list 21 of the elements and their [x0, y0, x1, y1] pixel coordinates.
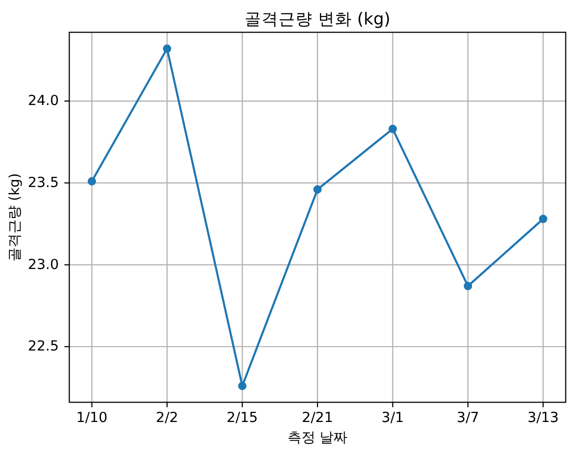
point [238, 382, 246, 390]
y-tick-label: 24.0 [28, 93, 59, 110]
x-tick-label: 2/2 [156, 410, 178, 426]
x-tick-label: 3/7 [456, 410, 480, 426]
y-tick-label: 22.5 [28, 338, 59, 355]
x-tick-label: 1/10 [76, 410, 108, 426]
y-tick-label: 23.5 [28, 174, 59, 191]
point [313, 185, 322, 194]
x-tick-label: 3/1 [382, 410, 404, 426]
point [388, 124, 397, 134]
point [538, 214, 548, 224]
y-tick-label: 23.0 [28, 256, 59, 273]
x-tick-label: 2/15 [226, 410, 258, 426]
x-axis-title: 측정 날짜 [287, 430, 348, 446]
x-tick-label: 3/13 [528, 410, 559, 426]
y-axis-title: 골격근량 (kg) [7, 173, 23, 262]
point [162, 44, 172, 53]
chart-title: 골격근량 변화 (kg) [244, 8, 390, 28]
x-tick-label: 2/21 [302, 410, 334, 426]
point [464, 282, 472, 290]
point [88, 177, 96, 186]
